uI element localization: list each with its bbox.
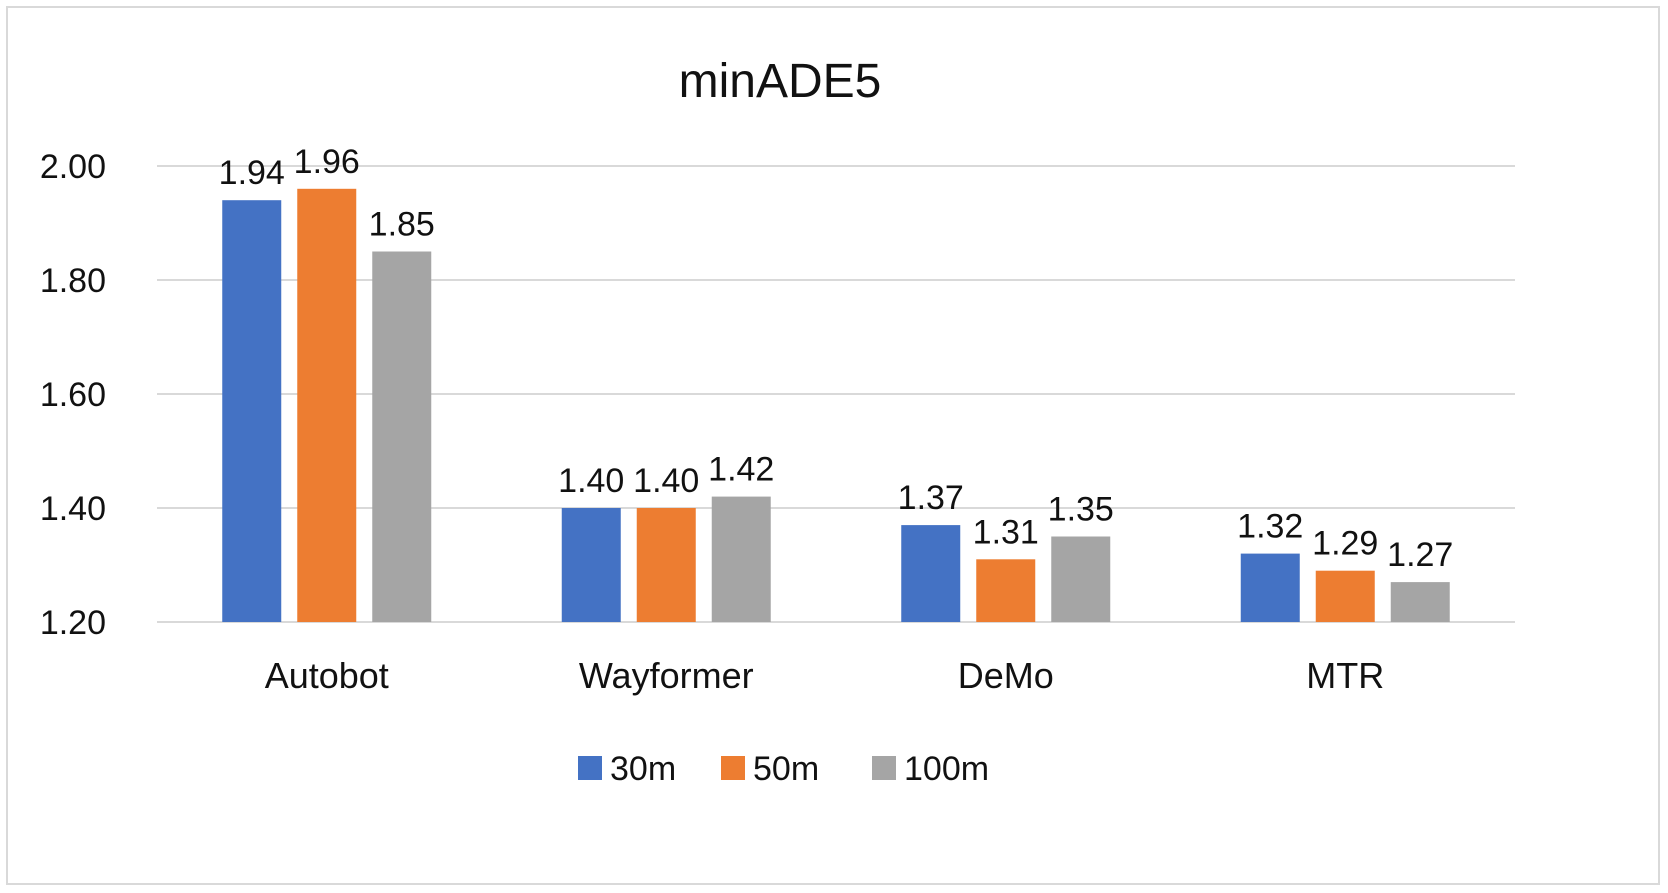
chart-title: minADE5 bbox=[679, 55, 882, 108]
bars-group bbox=[222, 188, 1450, 623]
y-tick-label: 1.80 bbox=[40, 262, 106, 300]
data-label: 1.35 bbox=[1048, 491, 1114, 529]
legend: 30m 50m 100m bbox=[578, 750, 989, 788]
category-label-demo: DeMo bbox=[958, 655, 1054, 696]
data-label: 1.40 bbox=[558, 462, 624, 500]
bar-mtr-30m bbox=[1240, 553, 1300, 622]
bar-demo-30m bbox=[901, 525, 961, 622]
data-label: 1.96 bbox=[294, 143, 360, 181]
data-label: 1.37 bbox=[898, 479, 964, 517]
legend-swatch-100m bbox=[872, 756, 896, 780]
y-tick-label: 1.60 bbox=[40, 376, 106, 414]
data-label: 1.32 bbox=[1237, 508, 1303, 546]
data-label: 1.85 bbox=[369, 206, 435, 244]
category-label-wayformer: Wayformer bbox=[579, 655, 754, 696]
data-label: 1.40 bbox=[633, 462, 699, 500]
bar-demo-50m bbox=[976, 559, 1036, 622]
y-tick-label: 1.40 bbox=[40, 490, 106, 528]
data-label: 1.31 bbox=[973, 513, 1039, 551]
data-label: 1.42 bbox=[708, 451, 774, 489]
y-tick-label: 1.20 bbox=[40, 604, 106, 642]
x-axis-category-labels: Autobot Wayformer DeMo MTR bbox=[265, 655, 1385, 696]
y-axis-tick-labels: 1.20 1.40 1.60 1.80 2.00 bbox=[40, 148, 106, 642]
chart-frame bbox=[6, 6, 1660, 885]
bar-mtr-100m bbox=[1390, 582, 1450, 622]
data-labels-group: 1.94 1.961.851.40 1.40 1.421.371.311.35 1.32… bbox=[219, 143, 1454, 574]
bar-autobot-30m bbox=[222, 200, 282, 622]
legend-label-50m: 50m bbox=[753, 750, 819, 788]
category-label-mtr: MTR bbox=[1306, 655, 1384, 696]
legend-swatch-50m bbox=[721, 756, 745, 780]
bar-wayformer-50m bbox=[636, 508, 696, 622]
legend-label-100m: 100m bbox=[904, 750, 989, 788]
y-tick-label: 2.00 bbox=[40, 148, 106, 186]
bar-autobot-100m bbox=[372, 251, 432, 622]
data-label: 1.27 bbox=[1387, 536, 1453, 574]
bar-wayformer-30m bbox=[561, 508, 621, 622]
bar-demo-100m bbox=[1051, 536, 1111, 622]
legend-label-30m: 30m bbox=[610, 750, 676, 788]
bar-wayformer-100m bbox=[711, 496, 771, 622]
bar-autobot-50m bbox=[297, 188, 357, 623]
bar-mtr-50m bbox=[1315, 570, 1375, 622]
category-label-autobot: Autobot bbox=[265, 655, 389, 696]
data-label: 1.94 bbox=[219, 154, 285, 192]
legend-swatch-30m bbox=[578, 756, 602, 780]
data-label: 1.29 bbox=[1312, 525, 1378, 563]
